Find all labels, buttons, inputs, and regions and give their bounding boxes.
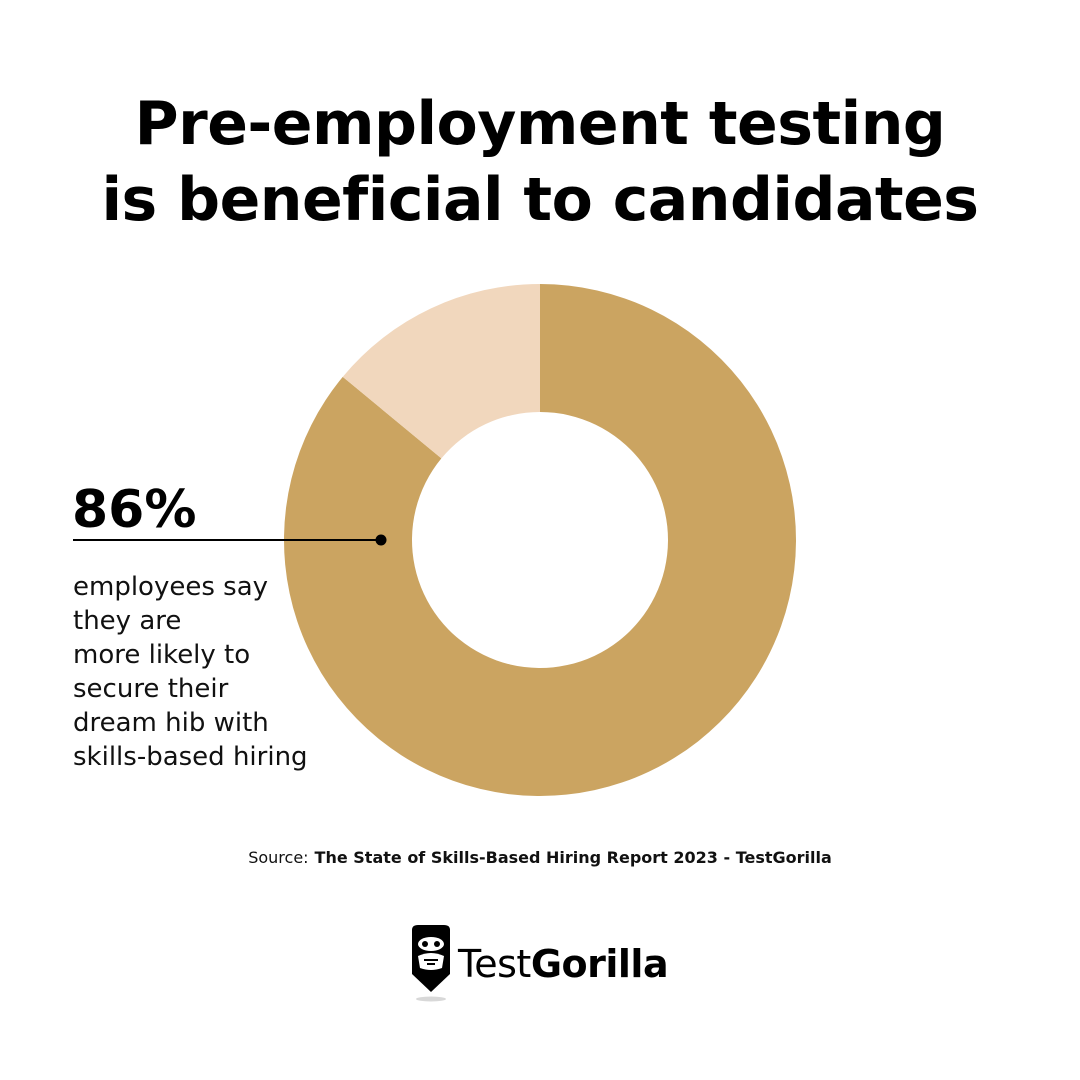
source-citation: Source: The State of Skills-Based Hiring … [0,848,1080,867]
brand-name-part2: Gorilla [530,942,669,986]
title-line-1: Pre-employment testing [134,89,946,159]
brand-name-part1: Test [458,942,531,986]
annotation-line: more likely to [73,640,251,670]
brand-name: TestGorilla [458,940,669,988]
donut-slice-2 [342,284,540,459]
annotation-line: they are [73,606,182,636]
title-line-2: is beneficial to candidates [101,165,979,235]
percentage-label: 86% [72,480,197,540]
donut-slice-1 [283,284,796,796]
annotation-text: employees say they are more likely to se… [73,570,323,774]
page-title: Pre-employment testing is beneficial to … [0,86,1080,238]
brand-logo: TestGorilla [408,922,678,1002]
donut-slices [283,284,796,796]
gorilla-icon [412,925,450,1002]
source-prefix: Source: [248,848,309,867]
annotation-line: secure their [73,674,229,704]
annotation-line: dream hib with [73,708,269,738]
annotation-line: skills-based hiring [73,742,308,772]
callout-dot [375,534,387,546]
annotation-line: employees say [73,572,269,602]
source-text: The State of Skills-Based Hiring Report … [314,848,832,867]
